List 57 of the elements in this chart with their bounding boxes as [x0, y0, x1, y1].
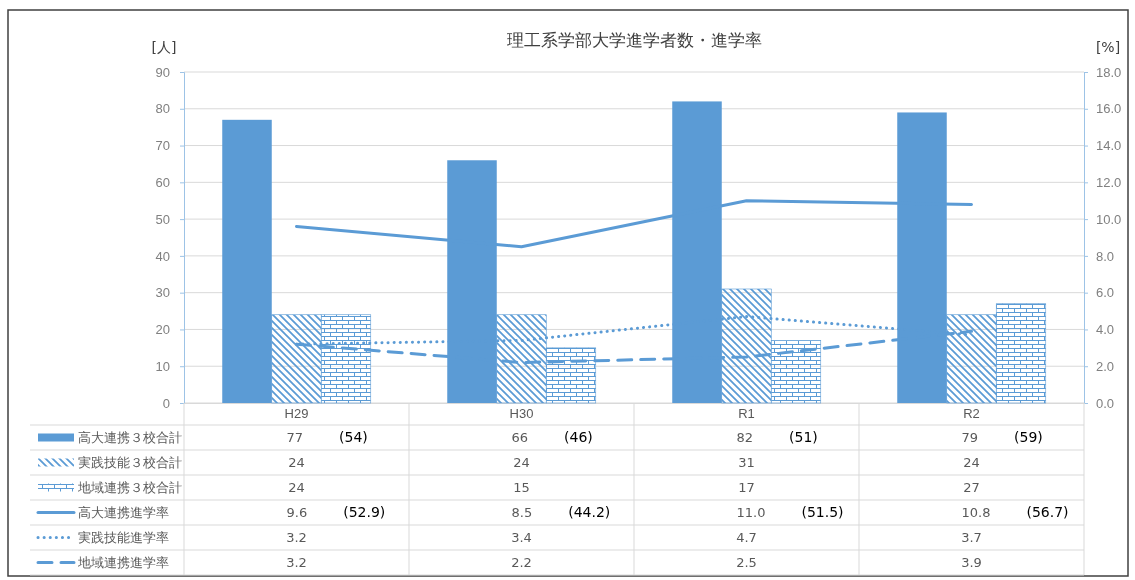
data-label: 27 — [963, 480, 980, 496]
y2-tick-label: 16.0 — [1096, 101, 1122, 117]
data-label: 3.4 — [511, 530, 532, 546]
y2-tick-label: 0.0 — [1096, 395, 1115, 411]
y2-tick-label: 2.0 — [1096, 358, 1115, 374]
text: 8.5 (44.2) — [511, 504, 611, 521]
data-label: 15 — [513, 480, 530, 496]
data-label: 2.2 — [511, 555, 532, 571]
data-label: 3.2 — [286, 530, 307, 546]
data-label: 31 — [738, 455, 755, 471]
data-label: 4.7 — [736, 530, 757, 546]
y-tick-label: 80 — [155, 101, 170, 117]
y2-tick-label: 8.0 — [1096, 248, 1115, 264]
data-label: 17 — [738, 480, 755, 496]
y2-tick-label: 6.0 — [1096, 285, 1115, 301]
legend-label: 実践技能進学率 — [78, 530, 169, 546]
text: 79 (59) — [961, 429, 1043, 446]
text: 10.8 (56.7) — [961, 504, 1069, 521]
y-tick-label: 70 — [155, 138, 170, 154]
chart-title: 理工系学部大学進学者数・進学率 — [506, 30, 762, 50]
data-label: 24 — [288, 455, 305, 471]
y-tick-label: 20 — [155, 322, 170, 338]
y-axis-title: [人] — [151, 39, 177, 55]
x-tick-label: H29 — [284, 406, 309, 422]
y-tick-label: 30 — [155, 285, 170, 301]
data-label: 24 — [963, 455, 980, 471]
legend-label: 地域連携進学率 — [77, 555, 169, 571]
text: 82 (51) — [736, 429, 818, 446]
legend-label: 地域連携３校合計 — [77, 480, 182, 496]
data-label: 3.9 — [961, 555, 982, 571]
legend-label: 高大連携３校合計 — [78, 430, 182, 446]
x-tick-label: H30 — [509, 406, 534, 422]
y2-tick-label: 10.0 — [1096, 211, 1122, 227]
y2-axis-title: [%] — [1095, 39, 1121, 55]
y2-tick-label: 12.0 — [1096, 174, 1122, 190]
x-tick-label: R2 — [963, 406, 980, 422]
y-tick-label: 90 — [155, 64, 170, 80]
y2-tick-label: 14.0 — [1096, 138, 1122, 154]
data-label: 3.2 — [286, 555, 307, 571]
legend-label: 高大連携進学率 — [78, 505, 169, 521]
text: 66 (46) — [511, 429, 593, 446]
y-tick-label: 10 — [155, 358, 170, 374]
text: 11.0 (51.5) — [736, 504, 844, 521]
data-label: 3.7 — [961, 530, 982, 546]
text: 9.6 (52.9) — [286, 504, 386, 521]
x-tick-label: R1 — [738, 406, 755, 422]
text: 77 (54) — [286, 429, 368, 446]
y2-tick-label: 4.0 — [1096, 322, 1115, 338]
y2-tick-label: 18.0 — [1096, 64, 1122, 80]
y-tick-label: 40 — [155, 248, 170, 264]
data-label: 2.5 — [736, 555, 757, 571]
data-label: 24 — [513, 455, 530, 471]
y-tick-label: 0 — [162, 395, 170, 411]
y-tick-label: 50 — [155, 211, 170, 227]
data-label: 24 — [288, 480, 305, 496]
legend-label: 実践技能３校合計 — [78, 455, 182, 471]
y-tick-label: 60 — [155, 174, 170, 190]
